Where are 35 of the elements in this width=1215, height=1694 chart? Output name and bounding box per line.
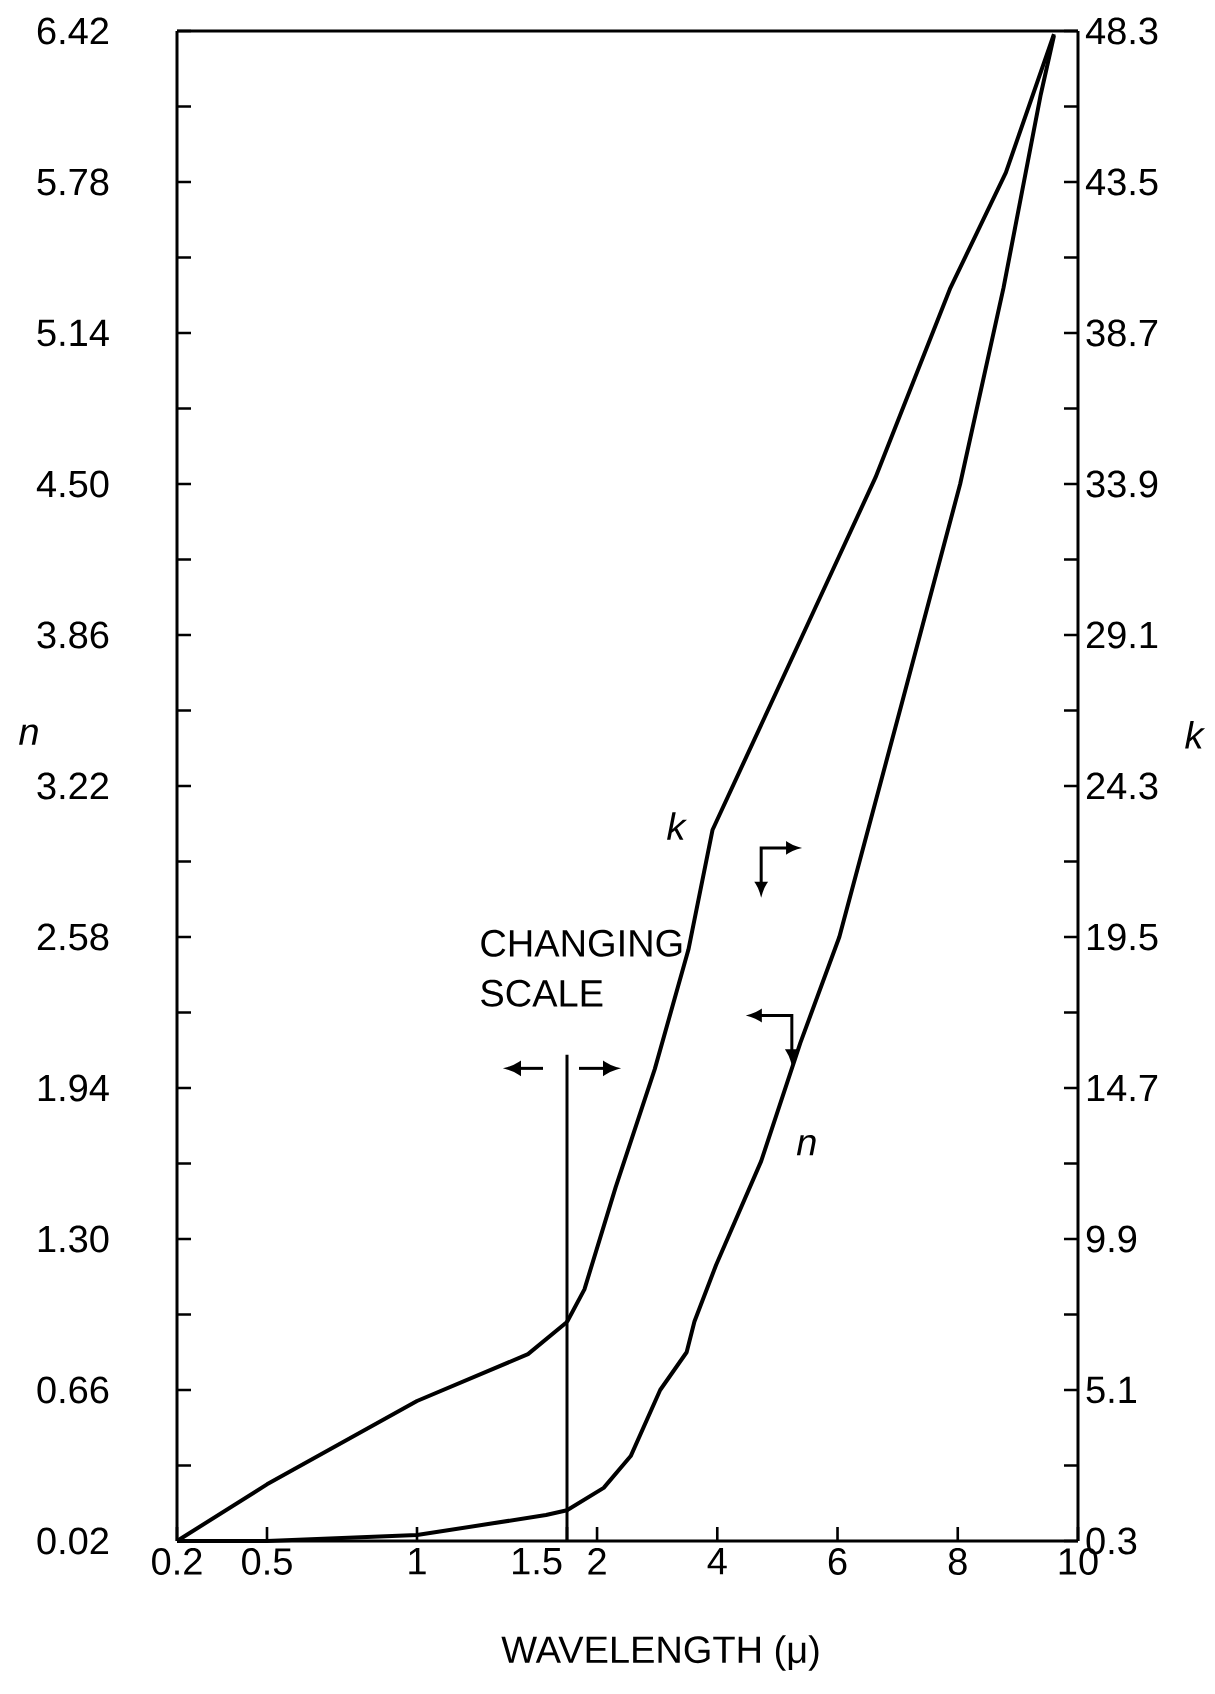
y2-tick-label: 38.7 [1086,319,1158,347]
x-tick-label: 1.5 [513,1548,562,1575]
y-tick-label: 1.94 [38,1074,109,1102]
y-tick-label: 3.22 [37,772,109,800]
x-tick-label: 0.2 [152,1548,202,1575]
y2-tick-label: 9.9 [1086,1225,1137,1253]
x-tick-label: 2 [588,1548,606,1575]
x-tick-label: 8 [948,1548,967,1575]
y2-tick-label: 43.5 [1085,168,1158,196]
y2-tick-label: 48.3 [1085,17,1158,45]
y-tick-label: 6.42 [37,17,109,45]
y-axis-title: n [19,724,38,745]
y2-tick-label: 33.9 [1086,470,1158,498]
series-label: n [796,1134,816,1156]
y2-axis-title: k [1185,720,1206,749]
y2-tick-label: 14.7 [1087,1074,1158,1102]
y-tick-label: 0.02 [37,1527,109,1555]
x-tick-label: 0.5 [242,1548,292,1575]
y-tick-label: 4.50 [36,470,109,498]
x-tick-label: 1 [409,1548,426,1575]
y-tick-label: 2.58 [37,923,109,951]
x-axis-title: WAVELENGTH (μ) [501,1635,819,1671]
y2-tick-label: 5.1 [1086,1376,1137,1404]
y2-tick-label: 29.1 [1086,621,1158,649]
y-tick-label: 1.30 [38,1225,109,1253]
y-tick-label: 0.66 [37,1376,109,1404]
y-tick-label: 5.78 [37,168,109,196]
y-tick-label: 5.14 [37,319,109,347]
x-tick-label: 6 [828,1548,847,1575]
y2-tick-label: 19.5 [1087,923,1158,951]
y-tick-label: 3.86 [37,621,109,649]
series-label: k [667,812,687,840]
x-tick-label: 4 [707,1548,727,1575]
ref-line-label: CHANGING SCALE [481,929,682,1007]
y2-tick-label: 24.3 [1086,772,1158,800]
